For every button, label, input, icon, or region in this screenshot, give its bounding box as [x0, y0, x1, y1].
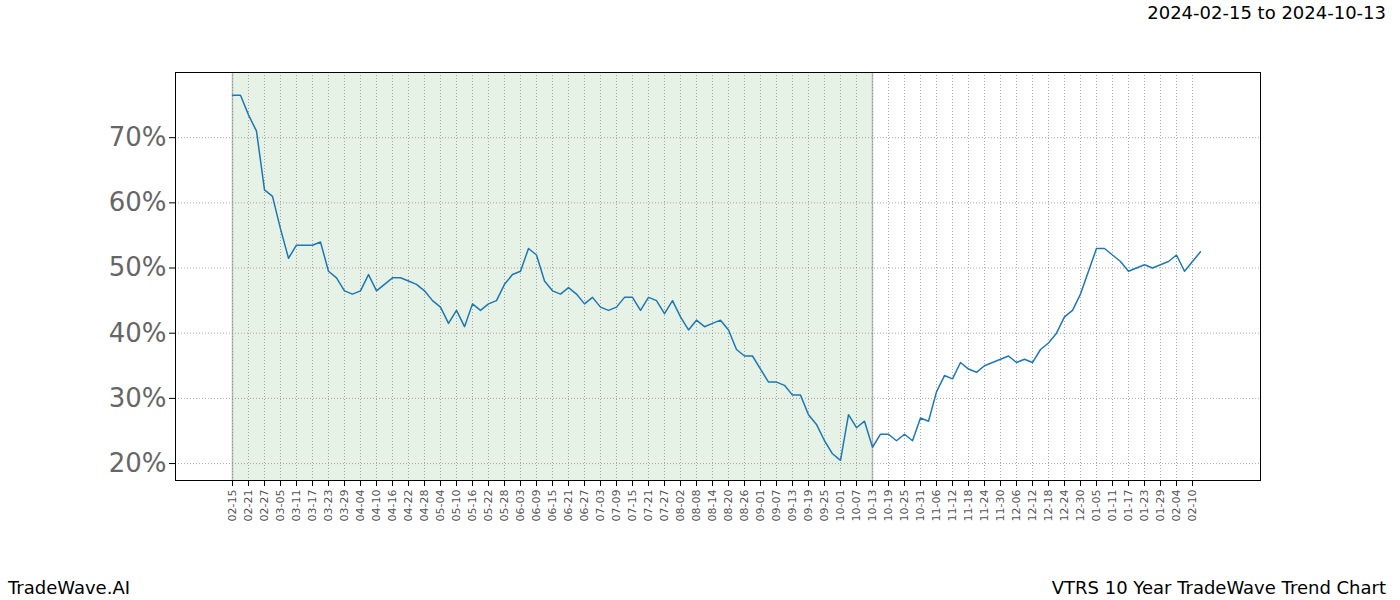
- svg-text:12-30: 12-30: [1074, 490, 1087, 522]
- svg-text:20%: 20%: [109, 448, 167, 478]
- svg-text:06-15: 06-15: [546, 490, 559, 522]
- svg-text:01-29: 01-29: [1154, 490, 1167, 522]
- svg-text:11-30: 11-30: [994, 490, 1007, 522]
- svg-text:05-04: 05-04: [434, 490, 447, 522]
- svg-text:07-27: 07-27: [658, 490, 671, 522]
- svg-text:01-11: 01-11: [1106, 490, 1119, 522]
- svg-text:06-09: 06-09: [530, 490, 543, 522]
- svg-text:03-17: 03-17: [306, 490, 319, 522]
- svg-text:05-22: 05-22: [482, 490, 495, 522]
- svg-text:09-13: 09-13: [786, 490, 799, 522]
- svg-text:10-19: 10-19: [882, 490, 895, 522]
- svg-text:07-21: 07-21: [642, 490, 655, 522]
- svg-text:04-28: 04-28: [418, 490, 431, 522]
- svg-text:01-23: 01-23: [1138, 490, 1151, 522]
- svg-text:02-21: 02-21: [242, 490, 255, 522]
- svg-text:05-28: 05-28: [498, 490, 511, 522]
- svg-text:30%: 30%: [109, 383, 167, 413]
- svg-text:08-14: 08-14: [706, 490, 719, 522]
- html-text:VTRS 10 Year TradeWave Trend C: VTRS 10 Year TradeWave Trend Chart: [1051, 577, 1386, 598]
- svg-text:01-05: 01-05: [1090, 490, 1103, 522]
- svg-text:09-19: 09-19: [802, 490, 815, 522]
- svg-text:06-21: 06-21: [562, 490, 575, 522]
- svg-text:10-13: 10-13: [866, 490, 879, 522]
- svg-text:11-24: 11-24: [978, 490, 991, 522]
- svg-text:08-26: 08-26: [738, 490, 751, 522]
- svg-text:10-25: 10-25: [898, 490, 911, 522]
- svg-text:12-24: 12-24: [1058, 490, 1071, 522]
- svg-text:06-03: 06-03: [514, 490, 527, 522]
- svg-text:05-16: 05-16: [466, 490, 479, 522]
- svg-text:10-31: 10-31: [914, 490, 927, 522]
- svg-text:04-04: 04-04: [354, 490, 367, 522]
- svg-text:09-07: 09-07: [770, 490, 783, 522]
- svg-text:03-11: 03-11: [290, 490, 303, 522]
- svg-text:04-16: 04-16: [386, 490, 399, 522]
- svg-text:12-18: 12-18: [1042, 490, 1055, 522]
- svg-text:06-27: 06-27: [578, 490, 591, 522]
- svg-text:07-09: 07-09: [610, 490, 623, 522]
- svg-text:07-03: 07-03: [594, 490, 607, 522]
- svg-text:09-01: 09-01: [754, 490, 767, 522]
- svg-text:70%: 70%: [109, 122, 167, 152]
- svg-text:60%: 60%: [109, 187, 167, 217]
- svg-text:04-10: 04-10: [370, 490, 383, 522]
- svg-text:08-08: 08-08: [690, 490, 703, 522]
- svg-text:03-05: 03-05: [274, 490, 287, 522]
- svg-text:03-29: 03-29: [338, 490, 351, 522]
- svg-text:10-07: 10-07: [850, 490, 863, 522]
- svg-text:50%: 50%: [109, 252, 167, 282]
- svg-text:02-10: 02-10: [1186, 490, 1199, 522]
- svg-text:08-02: 08-02: [674, 490, 687, 522]
- svg-text:11-18: 11-18: [962, 490, 975, 522]
- svg-text:02-04: 02-04: [1170, 490, 1183, 522]
- svg-text:40%: 40%: [109, 318, 167, 348]
- svg-text:03-23: 03-23: [322, 490, 335, 522]
- html-text:TradeWave.AI: TradeWave.AI: [8, 577, 130, 598]
- html-text:2024-02-15 to 2024-10-13: 2024-02-15 to 2024-10-13: [1147, 2, 1386, 23]
- svg-text:02-15: 02-15: [226, 490, 239, 522]
- svg-text:05-10: 05-10: [450, 490, 463, 522]
- svg-text:04-22: 04-22: [402, 490, 415, 522]
- svg-text:11-12: 11-12: [946, 490, 959, 522]
- svg-text:12-06: 12-06: [1010, 490, 1023, 522]
- svg-text:10-01: 10-01: [834, 490, 847, 522]
- svg-text:08-20: 08-20: [722, 490, 735, 522]
- svg-text:12-12: 12-12: [1026, 490, 1039, 522]
- svg-text:09-25: 09-25: [818, 490, 831, 522]
- svg-text:11-06: 11-06: [930, 490, 943, 522]
- svg-text:07-15: 07-15: [626, 490, 639, 522]
- svg-text:01-17: 01-17: [1122, 490, 1135, 522]
- svg-text:02-27: 02-27: [258, 490, 271, 522]
